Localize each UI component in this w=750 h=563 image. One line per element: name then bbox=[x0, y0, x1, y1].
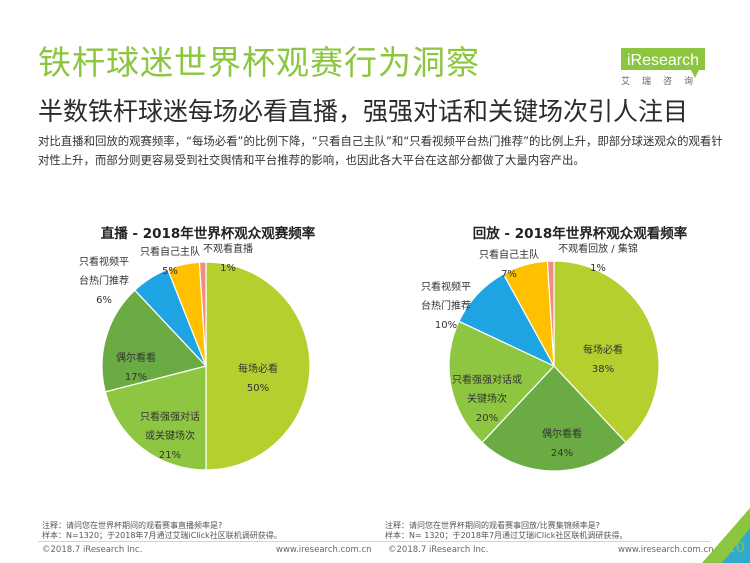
footer-site-right[interactable]: www.iresearch.com.cn bbox=[618, 545, 714, 555]
chart2-label-6-name: 不观看回放 / 集锦 bbox=[558, 242, 638, 255]
chart1-label-4-name: 台热门推荐 bbox=[79, 274, 129, 287]
chart2-label-6: 不观看回放 / 集锦 1% bbox=[558, 242, 638, 274]
chart1-slice-1 bbox=[205, 261, 311, 471]
chart2-label-4: 只看视频平台热门推荐 10% bbox=[421, 280, 471, 331]
footer-site-left[interactable]: www.iresearch.com.cn bbox=[276, 545, 372, 555]
chart1-label-6: 不观看直播 1% bbox=[203, 242, 253, 274]
chart1-label-1: 每场必看 50% bbox=[238, 362, 278, 394]
chart1-label-4: 只看视频平台热门推荐 6% bbox=[79, 255, 129, 306]
chart2-label-3-name: 关键场次 bbox=[467, 392, 507, 405]
chart1-label-4-value: 6% bbox=[96, 295, 112, 306]
chart2-label-5-name: 只看自己主队 bbox=[479, 248, 539, 261]
footer-divider bbox=[38, 541, 710, 542]
chart2-label-1: 每场必看 38% bbox=[583, 343, 623, 375]
chart1-label-3: 偶尔看看 17% bbox=[116, 351, 156, 383]
chart1-note-line2: 样本：N=1320；于2018年7月通过艾瑞iClick社区联机调研获得。 bbox=[42, 531, 282, 540]
chart2-label-6-value: 1% bbox=[590, 263, 606, 274]
chart1-title: 直播 - 2018年世界杯观众观赛频率 bbox=[100, 226, 316, 242]
logo-brand-text: iResearch bbox=[627, 52, 699, 69]
chart1-slice-2 bbox=[104, 365, 207, 471]
chart2-label-2-name: 偶尔看看 bbox=[542, 427, 582, 440]
chart1-slice-6 bbox=[198, 261, 207, 367]
chart1-label-5: 只看自己主队 5% bbox=[140, 245, 200, 277]
chart1-label-3-name: 偶尔看看 bbox=[116, 351, 156, 364]
chart2-label-3-value: 20% bbox=[476, 413, 498, 424]
footer-copyright-left: ©2018.7 iResearch Inc. bbox=[42, 545, 143, 555]
page-subtitle: 半数铁杆球迷每场必看直播，强强对话和关键场次引人注目 bbox=[38, 97, 689, 126]
chart2-label-1-value: 38% bbox=[592, 364, 614, 375]
page-description: 对比直播和回放的观赛频率，“每场必看”的比例下降，“只看自己主队”和“只看视频平… bbox=[38, 134, 723, 167]
logo-subtitle: 艾瑞咨询 bbox=[621, 77, 706, 87]
chart1-label-1-value: 50% bbox=[247, 383, 269, 394]
chart1-label-5-value: 5% bbox=[162, 266, 178, 277]
chart1-label-4-name: 只看视频平 bbox=[79, 255, 129, 268]
chart2-label-1-name: 每场必看 bbox=[583, 343, 623, 356]
chart2-label-4-value: 10% bbox=[435, 320, 457, 331]
chart2-slice-1 bbox=[553, 260, 660, 444]
page-title: 铁杆球迷世界杯观赛行为洞察 bbox=[38, 43, 480, 82]
chart2-slice-3 bbox=[448, 320, 556, 444]
chart2-label-5-value: 7% bbox=[501, 269, 517, 280]
footer-copyright-right: ©2018.7 iResearch Inc. bbox=[388, 545, 489, 555]
chart1-label-6-value: 1% bbox=[220, 263, 236, 274]
chart2-label-2-value: 24% bbox=[551, 448, 573, 459]
chart1-note-line1: 注释：请问您在世界杯期间的观看赛事直播频率是? bbox=[42, 521, 223, 530]
chart1-label-6-name: 不观看直播 bbox=[203, 242, 253, 255]
chart2-note-line2: 样本：N= 1320；于2018年7月通过艾瑞iClick社区联机调研获得。 bbox=[385, 531, 628, 540]
chart2-title: 回放 - 2018年世界杯观众观看频率 bbox=[472, 226, 688, 242]
corner-decoration bbox=[702, 508, 750, 563]
chart2-note-line1: 注释：请问您在世界杯期间的观看赛事回放/比赛集锦频率是? bbox=[385, 521, 600, 530]
chart2-note: 注释：请问您在世界杯期间的观看赛事回放/比赛集锦频率是? 样本：N= 1320；… bbox=[385, 521, 627, 541]
iresearch-logo: iResearch bbox=[621, 48, 705, 78]
chart2-slice-2 bbox=[481, 365, 627, 472]
chart1-note: 注释：请问您在世界杯期间的观看赛事直播频率是? 样本：N=1320；于2018年… bbox=[42, 521, 282, 541]
chart2-label-5: 只看自己主队 7% bbox=[479, 248, 539, 280]
chart1-label-3-value: 17% bbox=[125, 372, 147, 383]
chart1-slice-3 bbox=[101, 289, 208, 393]
chart1-label-2-name: 或关键场次 bbox=[145, 429, 195, 442]
chart2-label-4-name: 只看视频平 bbox=[421, 280, 471, 293]
chart1-label-2-name: 只看强强对话 bbox=[140, 410, 200, 423]
chart2-label-3-name: 只看强强对话或 bbox=[452, 373, 522, 386]
chart1-label-5-name: 只看自己主队 bbox=[140, 245, 200, 258]
chart1-label-1-name: 每场必看 bbox=[238, 362, 278, 375]
chart2-slice-6 bbox=[546, 260, 555, 367]
chart2-label-4-name: 台热门推荐 bbox=[421, 299, 471, 312]
page-number: 20 bbox=[727, 540, 745, 556]
chart2-label-2: 偶尔看看 24% bbox=[542, 427, 582, 459]
chart1-label-2-value: 21% bbox=[159, 450, 181, 461]
